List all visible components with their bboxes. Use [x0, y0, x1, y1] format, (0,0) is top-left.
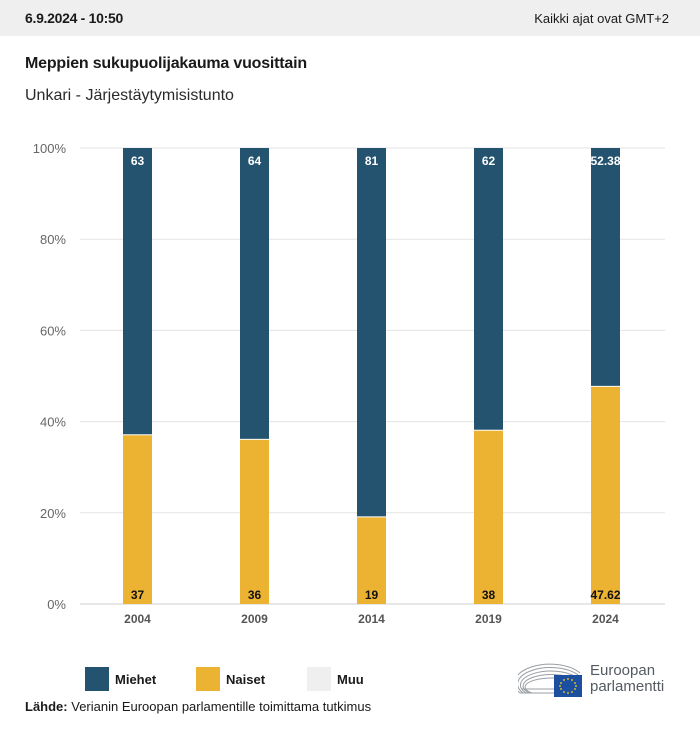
top-bar: 6.9.2024 - 10:50 Kaikki ajat ovat GMT+2 [0, 0, 700, 36]
timestamp: 6.9.2024 - 10:50 [25, 10, 123, 26]
legend-item-naiset[interactable]: Naiset [196, 667, 286, 691]
y-tick-label: 60% [40, 323, 66, 338]
bar-naiset [474, 430, 503, 604]
legend-item-muu[interactable]: Muu [307, 667, 397, 691]
y-tick-label: 40% [40, 415, 66, 430]
x-tick-label: 2024 [592, 612, 619, 626]
bar-naiset [591, 386, 620, 604]
data-label-naiset: 36 [248, 588, 262, 602]
data-label-miehet: 52.38 [590, 154, 620, 168]
bar-naiset [123, 435, 152, 604]
hemicycle-eu-flag-icon [518, 663, 582, 697]
data-label-miehet: 81 [365, 154, 379, 168]
data-label-naiset: 37 [131, 588, 145, 602]
x-tick-label: 2004 [124, 612, 151, 626]
data-label-naiset: 38 [482, 588, 496, 602]
x-tick-label: 2019 [475, 612, 502, 626]
logo-line-1: Euroopan [590, 662, 656, 679]
legend-swatch-muu [307, 667, 331, 691]
data-label-miehet: 64 [248, 154, 262, 168]
data-label-naiset: 47.62 [590, 588, 620, 602]
data-label-naiset: 19 [365, 588, 379, 602]
chart-title: Meppien sukupuolijakauma vuosittain [25, 55, 307, 72]
bar-miehet [123, 148, 152, 435]
legend-label: Naiset [226, 671, 266, 687]
source-text: Verianin Euroopan parlamentille toimitta… [67, 699, 372, 714]
y-tick-label: 20% [40, 506, 66, 521]
timezone-note: Kaikki ajat ovat GMT+2 [534, 10, 669, 26]
bar-naiset [357, 517, 386, 604]
x-tick-label: 2009 [241, 612, 268, 626]
y-tick-label: 0% [47, 597, 66, 612]
x-axis-labels: 2004 2009 2014 2019 2024 [124, 612, 619, 626]
bar-miehet [474, 148, 503, 430]
x-tick-label: 2014 [358, 612, 385, 626]
bar-miehet [240, 148, 269, 439]
legend-item-miehet[interactable]: Miehet [85, 667, 175, 691]
data-label-miehet: 63 [131, 154, 145, 168]
y-tick-label: 80% [40, 232, 66, 247]
bar-miehet [591, 148, 620, 386]
logo-text: Euroopan parlamentti [590, 663, 664, 695]
bar-miehet [357, 148, 386, 517]
legend-swatch-miehet [85, 667, 109, 691]
source-label: Lähde: [25, 699, 68, 714]
stacked-bar-chart: 0% 20% 40% 60% 80% 100% 63 37 64 36 81 19 62 38 52.38… [33, 141, 665, 626]
legend-label: Muu [337, 671, 364, 687]
bars: 63 37 64 36 81 19 62 38 52.38 47.62 [123, 148, 621, 604]
data-label-miehet: 62 [482, 154, 496, 168]
legend: Miehet Naiset Muu [85, 667, 418, 691]
bar-naiset [240, 439, 269, 604]
source-note: Lähde: Verianin Euroopan parlamentille t… [25, 699, 371, 714]
european-parliament-logo: Euroopan parlamentti [518, 659, 664, 699]
logo-line-2: parlamentti [590, 678, 665, 695]
chart-subtitle: Unkari - Järjestäytymisistunto [25, 87, 234, 104]
y-axis-labels: 0% 20% 40% 60% 80% 100% [33, 141, 67, 612]
legend-label: Miehet [115, 671, 157, 687]
legend-swatch-naiset [196, 667, 220, 691]
y-tick-label: 100% [33, 141, 67, 156]
